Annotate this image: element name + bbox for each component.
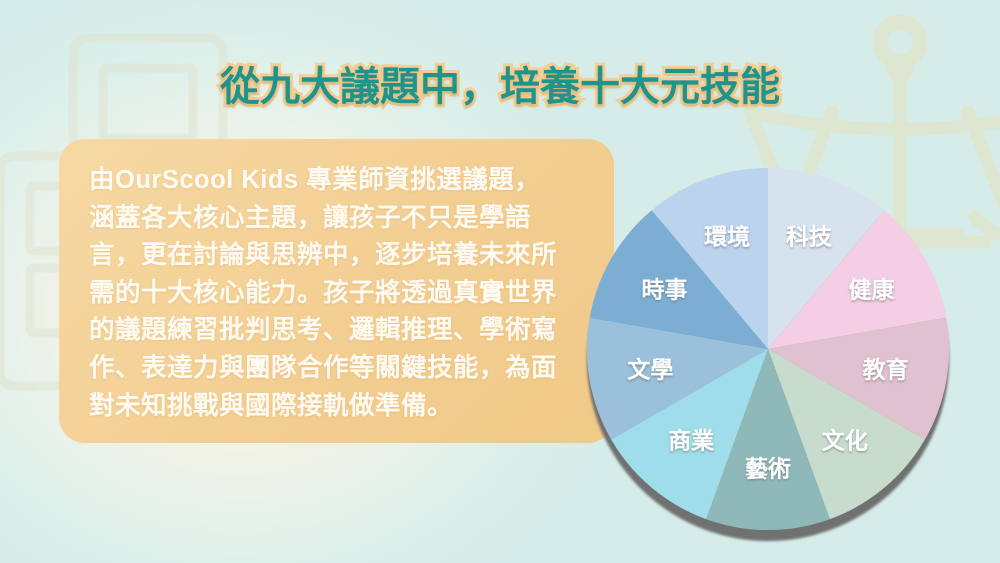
svg-text:藝術: 藝術 <box>745 456 791 482</box>
svg-text:健康: 健康 <box>849 276 896 302</box>
svg-text:文化: 文化 <box>822 428 868 454</box>
svg-text:環境: 環境 <box>704 224 750 250</box>
svg-text:教育: 教育 <box>863 357 909 383</box>
svg-text:科技: 科技 <box>786 224 833 250</box>
svg-text:文學: 文學 <box>627 357 673 383</box>
svg-text:時事: 時事 <box>642 276 688 302</box>
svg-text:商業: 商業 <box>668 428 715 454</box>
